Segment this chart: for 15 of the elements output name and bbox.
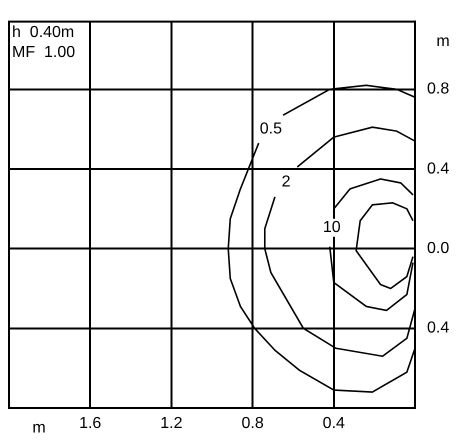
- x-axis-title: m: [32, 419, 46, 436]
- y-tick-label: 0.0: [427, 240, 450, 258]
- x-tick-label: 0.8: [241, 415, 264, 432]
- annotation: MF 1.00: [12, 44, 76, 62]
- x-tick-label: 0.4: [322, 415, 346, 432]
- x-tick-label: 1.6: [79, 415, 102, 432]
- series-label: 0.5: [260, 120, 282, 138]
- y-tick-label: 0.4: [427, 160, 450, 178]
- y-tick-label: 0.4: [427, 320, 450, 337]
- y-axis-title: m: [436, 33, 450, 50]
- series-label: 10: [322, 219, 341, 236]
- series-label: 2: [282, 173, 291, 190]
- y-tick-label: 0.8: [427, 80, 450, 98]
- x-tick-label: 1.2: [160, 415, 183, 432]
- annotation: h 0.40m: [12, 24, 74, 42]
